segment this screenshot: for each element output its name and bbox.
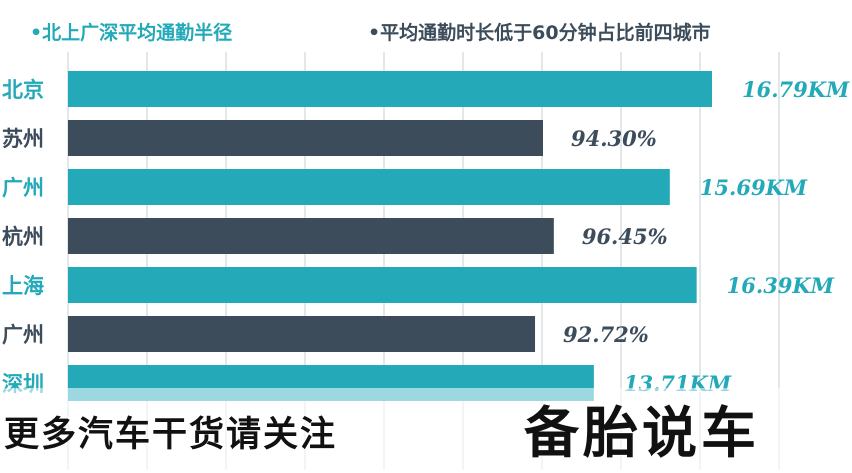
- data-label: 16.79KM: [742, 77, 850, 102]
- category-label: 广州: [2, 176, 44, 200]
- data-label: 96.45%: [582, 224, 668, 249]
- bar: [68, 218, 554, 254]
- bar: [68, 169, 670, 205]
- category-label: 广州: [2, 323, 44, 347]
- legend-commute-share: •平均通勤时长低于60分钟占比前四城市: [368, 22, 711, 44]
- category-label: 苏州: [2, 127, 44, 151]
- bar: [68, 120, 543, 156]
- legend-commute-radius: •北上广深平均通勤半径: [30, 22, 233, 44]
- category-label: 杭州: [2, 225, 44, 249]
- category-label: 北京: [2, 78, 44, 102]
- caption-band: [0, 388, 852, 473]
- bar: [68, 267, 697, 303]
- data-label: 16.39KM: [727, 273, 835, 298]
- bar: [68, 316, 536, 352]
- data-label: 92.72%: [563, 322, 649, 347]
- data-label: 15.69KM: [700, 175, 808, 200]
- bar: [68, 71, 712, 107]
- caption-brand-text: 备胎说车: [524, 401, 761, 465]
- caption-follow-text: 更多汽车干货请关注: [4, 415, 338, 455]
- data-label: 94.30%: [571, 126, 657, 151]
- category-label: 上海: [2, 274, 44, 298]
